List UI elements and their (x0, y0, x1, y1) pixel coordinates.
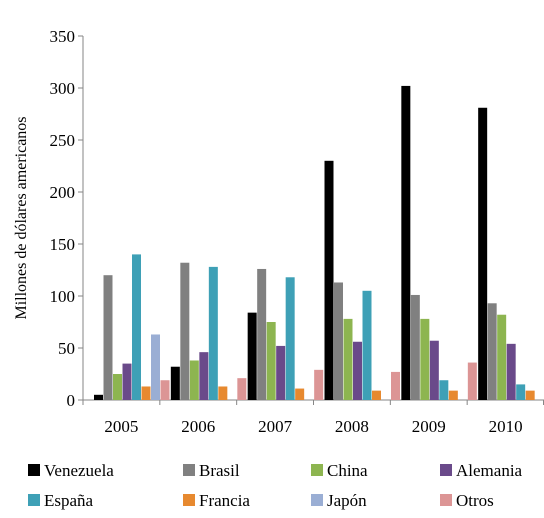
x-tick-label: 2007 (258, 417, 293, 436)
legend-swatch-japón (311, 494, 323, 506)
bar-venezuela-2009 (401, 85, 411, 401)
bar-otros-2009 (467, 362, 477, 400)
x-tick-label: 2010 (489, 417, 523, 436)
y-axis-title: Millones de dólares americanos (13, 116, 30, 319)
bar-francia-2008 (372, 390, 381, 400)
bar-china-2006 (189, 360, 199, 400)
legend-label-brasil: Brasil (199, 461, 240, 480)
legend-label-japón: Japón (327, 491, 367, 510)
bar-china-2005 (113, 374, 122, 400)
x-tick-label: 2008 (335, 417, 369, 436)
x-tick-label: 2009 (412, 417, 446, 436)
x-axis: 2005 2006 2007 2008 2009 2010 (82, 399, 544, 436)
bar-brasil-2005 (103, 275, 113, 400)
bar-españa-2009 (439, 380, 449, 400)
legend-swatch-otros (440, 494, 452, 506)
legend-label-otros: Otros (456, 491, 494, 510)
bar-otros-2005 (160, 380, 170, 400)
bar-venezuela-2005 (94, 394, 103, 400)
y-axis: 0 50 100 150 200 250 300 350 (50, 27, 84, 410)
legend-label-venezuela: Venezuela (44, 461, 114, 480)
bar-francia-2009 (448, 390, 458, 400)
bar-españa-2007 (285, 277, 295, 400)
bar-venezuela-2008 (324, 160, 334, 400)
bar-francia-2007 (295, 388, 305, 400)
x-tick-label: 2006 (181, 417, 215, 436)
bar-alemania-2010 (506, 343, 516, 400)
legend-label-china: China (327, 461, 368, 480)
bar-alemania-2008 (353, 341, 362, 400)
legend-swatch-venezuela (28, 464, 40, 476)
bar-alemania-2007 (276, 345, 286, 400)
bar-otros-2008 (391, 371, 400, 400)
legend-swatch-alemania (440, 464, 452, 476)
x-tick-label: 2005 (104, 417, 138, 436)
bar-españa-2005 (132, 254, 141, 400)
legend-label-alemania: Alemania (456, 461, 523, 480)
y-tick-label: 50 (58, 339, 75, 358)
bar-alemania-2009 (429, 340, 439, 400)
y-tick-label: 300 (50, 79, 76, 98)
bar-japón-2005 (151, 334, 160, 400)
y-tick-label: 350 (50, 27, 76, 46)
bar-venezuela-2010 (478, 107, 488, 400)
bar-china-2010 (497, 314, 507, 400)
bar-brasil-2009 (410, 294, 420, 400)
bar-españa-2006 (208, 266, 218, 400)
bars (94, 85, 535, 401)
bar-china-2007 (266, 322, 276, 400)
bar-brasil-2007 (257, 268, 267, 400)
bar-china-2009 (420, 318, 430, 400)
y-tick-label: 200 (50, 183, 76, 202)
bar-alemania-2006 (199, 352, 209, 400)
bar-españa-2010 (516, 384, 526, 400)
legend-swatch-españa (28, 494, 40, 506)
legend-label-francia: Francia (199, 491, 250, 510)
bar-otros-2007 (314, 369, 324, 400)
legend-swatch-brasil (183, 464, 195, 476)
bar-brasil-2006 (180, 262, 190, 400)
bar-brasil-2008 (334, 282, 343, 400)
y-tick-label: 250 (50, 131, 76, 150)
bar-china-2008 (343, 318, 353, 400)
y-tick-label: 150 (50, 235, 76, 254)
bar-francia-2010 (525, 390, 535, 400)
legend-swatch-china (311, 464, 323, 476)
y-tick-label: 0 (67, 391, 76, 410)
y-tick-label: 100 (50, 287, 76, 306)
bar-venezuela-2007 (247, 312, 257, 400)
legend-label-españa: España (44, 491, 94, 510)
bar-francia-2005 (141, 386, 151, 400)
legend-swatch-francia (183, 494, 195, 506)
bar-venezuela-2006 (170, 366, 180, 400)
bar-francia-2006 (218, 386, 228, 400)
bar-otros-2006 (237, 378, 247, 400)
legend: Venezuela Brasil China Alemania España Franci… (28, 461, 523, 510)
bar-españa-2008 (362, 290, 372, 400)
bar-alemania-2005 (122, 363, 132, 400)
bar-brasil-2010 (487, 303, 497, 400)
